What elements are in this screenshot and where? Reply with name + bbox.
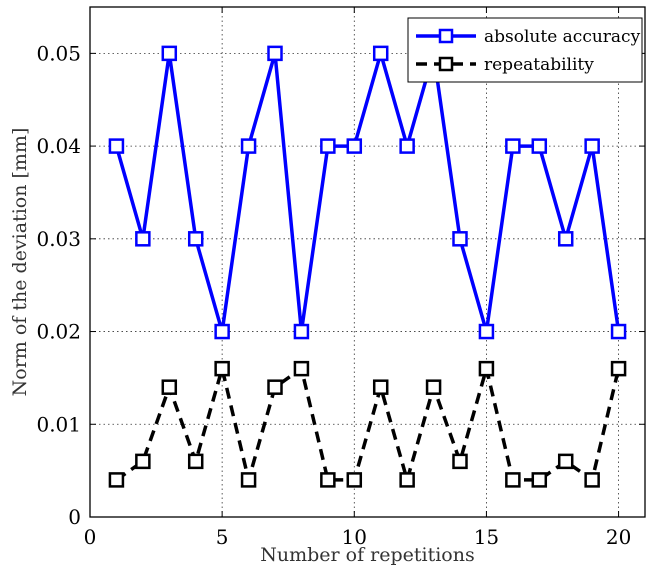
data-point-marker — [531, 138, 548, 154]
data-point-marker — [505, 138, 521, 154]
plot-area-frame — [89, 6, 646, 518]
data-point-marker — [372, 45, 389, 62]
data-point-marker — [425, 379, 442, 395]
x-tick-label: 20 — [606, 525, 631, 549]
data-point-marker — [135, 231, 151, 247]
data-point-marker — [187, 453, 204, 470]
data-point-marker — [557, 231, 574, 247]
x-tick-label: 15 — [474, 525, 499, 549]
y-tick-label: 0.02 — [36, 320, 81, 344]
series-line-0 — [114, 46, 621, 333]
data-point-marker — [240, 472, 257, 488]
series-layer — [108, 45, 627, 488]
data-point-marker — [557, 453, 574, 470]
data-point-marker — [161, 379, 178, 395]
data-point-marker — [452, 453, 468, 470]
data-point-marker — [346, 138, 363, 154]
y-tick-label: 0.03 — [36, 227, 81, 251]
data-point-marker — [320, 138, 336, 154]
data-point-marker — [478, 360, 495, 377]
x-tick-label: 10 — [342, 525, 367, 549]
x-axis-label: Number of repetitions — [260, 544, 475, 566]
y-tick-label: 0.01 — [36, 412, 81, 436]
legend: absolute accuracy repeatability — [407, 17, 643, 83]
legend-marker-1 — [438, 56, 454, 72]
data-point-marker — [214, 323, 230, 340]
x-tick-label: 0 — [84, 525, 97, 549]
y-tick-label: 0.05 — [36, 41, 81, 65]
data-point-marker — [320, 472, 336, 488]
legend-label-1: repeatability — [484, 55, 594, 75]
data-point-marker — [505, 472, 521, 488]
data-point-marker — [108, 138, 125, 154]
data-point-marker — [531, 472, 548, 488]
data-point-marker — [584, 472, 600, 488]
axis-ticks: 0 5 10 15 20 0 0.01 0.02 0.03 0.04 0.05 — [36, 7, 645, 549]
data-point-marker — [452, 231, 468, 247]
data-point-marker — [610, 323, 627, 340]
data-point-marker — [187, 231, 204, 247]
legend-marker-0 — [438, 28, 454, 44]
data-point-marker — [584, 138, 600, 154]
data-point-marker — [135, 453, 151, 470]
y-tick-label: 0.04 — [36, 134, 81, 158]
data-point-marker — [372, 379, 389, 395]
data-point-marker — [293, 323, 310, 340]
data-point-marker — [267, 379, 283, 395]
x-tick-label: 5 — [216, 525, 229, 549]
data-point-marker — [346, 472, 363, 488]
data-point-marker — [478, 323, 495, 340]
data-point-marker — [399, 472, 415, 488]
data-point-marker — [399, 138, 415, 154]
data-point-marker — [267, 45, 283, 62]
legend-label-0: absolute accuracy — [484, 27, 641, 47]
data-point-marker — [240, 138, 257, 154]
data-point-marker — [610, 360, 627, 377]
y-axis-label: Norm of the deviation [mm] — [9, 128, 31, 397]
data-point-marker — [161, 45, 178, 62]
data-point-marker — [214, 360, 230, 377]
y-tick-label: 0 — [68, 505, 81, 529]
legend-box — [407, 17, 643, 83]
data-point-marker — [108, 472, 125, 488]
data-point-marker — [293, 360, 310, 377]
